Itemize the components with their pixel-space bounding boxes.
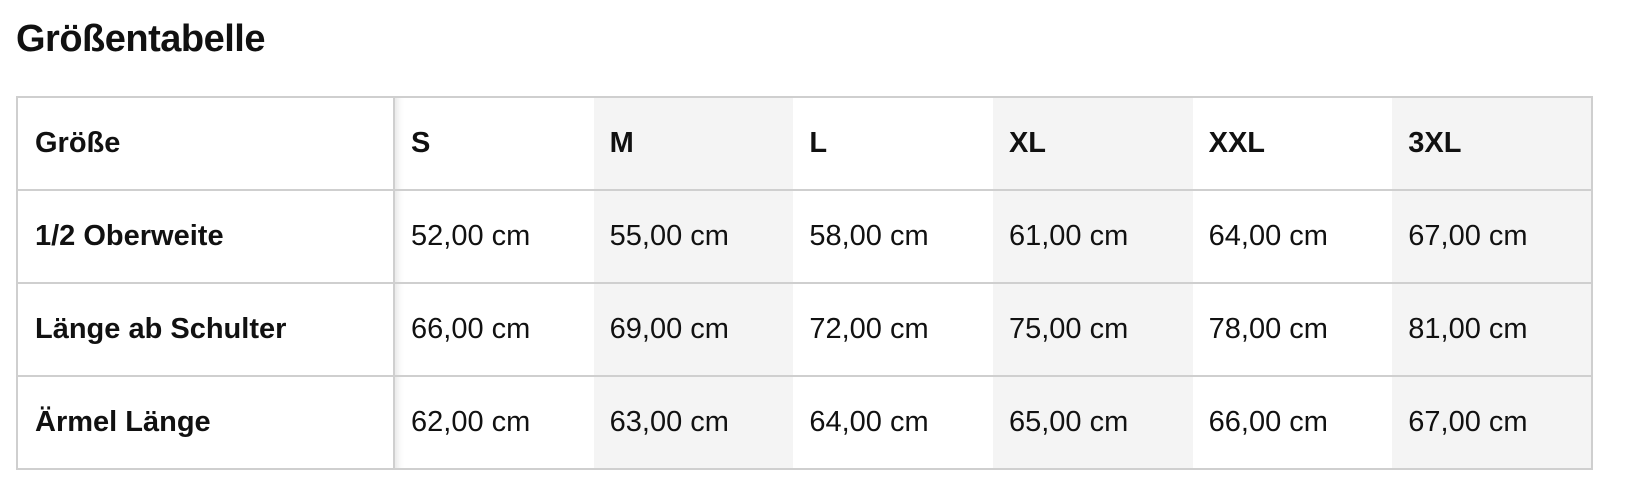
row-header-label: Größe <box>17 97 395 190</box>
table-cell: 58,00 cm <box>793 189 993 283</box>
table-cell: 78,00 cm <box>1192 282 1393 376</box>
table-header-row: Größe S M L XL XXL 3XL <box>17 97 1592 190</box>
table-cell: 69,00 cm <box>593 282 794 376</box>
size-header-3xl: 3XL <box>1392 97 1592 190</box>
size-header-xl: XL <box>992 97 1193 190</box>
table-cell: 66,00 cm <box>394 282 594 376</box>
table-cell: 75,00 cm <box>992 282 1193 376</box>
table-cell: 66,00 cm <box>1192 375 1393 469</box>
table-cell: 72,00 cm <box>793 282 993 376</box>
table-cell: 61,00 cm <box>992 189 1193 283</box>
row-label: 1/2 Oberweite <box>17 189 395 283</box>
table-row: Ärmel Länge 62,00 cm 63,00 cm 64,00 cm 65,00… <box>17 375 1592 469</box>
table-cell: 62,00 cm <box>394 375 594 469</box>
table-cell: 64,00 cm <box>793 375 993 469</box>
row-label: Länge ab Schulter <box>17 282 395 376</box>
table-cell: 67,00 cm <box>1392 375 1592 469</box>
size-header-m: M <box>593 97 794 190</box>
table-cell: 55,00 cm <box>593 189 794 283</box>
table-row: 1/2 Oberweite 52,00 cm 55,00 cm 58,00 cm 61,… <box>17 189 1592 283</box>
table-cell: 52,00 cm <box>394 189 594 283</box>
table-cell: 64,00 cm <box>1192 189 1393 283</box>
size-header-xxl: XXL <box>1208 127 1266 159</box>
page-title: Größentabelle <box>16 18 266 60</box>
size-table: Größe S M L XL XXL 3XL 1/2 Oberweite 52,00 cm 55,… <box>16 96 1593 470</box>
table-cell: 81,00 cm <box>1392 282 1592 376</box>
row-label: Ärmel Länge <box>17 375 395 469</box>
size-header-l: L <box>809 127 828 159</box>
table-row: Länge ab Schulter 66,00 cm 69,00 cm 72,00 c… <box>17 282 1592 376</box>
size-header-s: S <box>394 97 594 190</box>
table-cell: 65,00 cm <box>992 375 1193 469</box>
table-cell: 67,00 cm <box>1392 189 1592 283</box>
table-cell: 63,00 cm <box>593 375 794 469</box>
